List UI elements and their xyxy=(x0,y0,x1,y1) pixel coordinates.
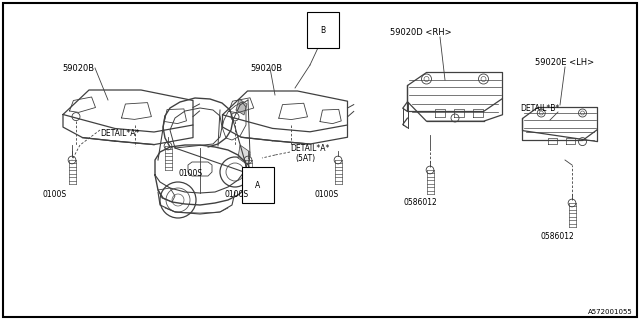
Text: 0100S: 0100S xyxy=(315,190,339,199)
Text: 0100S: 0100S xyxy=(178,169,202,178)
Text: A: A xyxy=(255,180,260,189)
Text: DETAIL*A*: DETAIL*A* xyxy=(100,129,140,138)
Text: (5AT): (5AT) xyxy=(295,154,315,163)
Text: 59020E <LH>: 59020E <LH> xyxy=(535,58,594,67)
Polygon shape xyxy=(238,145,250,165)
Text: B: B xyxy=(321,26,326,35)
Text: DETAIL*B*: DETAIL*B* xyxy=(520,103,559,113)
Text: 0100S: 0100S xyxy=(225,190,249,199)
Text: 59020B: 59020B xyxy=(250,63,282,73)
Polygon shape xyxy=(236,99,247,115)
Text: DETAIL*A*: DETAIL*A* xyxy=(290,143,330,153)
Text: A572001055: A572001055 xyxy=(588,309,633,315)
Text: 0586012: 0586012 xyxy=(403,198,437,207)
Text: 0100S: 0100S xyxy=(43,190,67,199)
Text: 0586012: 0586012 xyxy=(540,232,574,241)
Text: 59020D <RH>: 59020D <RH> xyxy=(390,28,452,36)
Text: 59020B: 59020B xyxy=(62,63,94,73)
